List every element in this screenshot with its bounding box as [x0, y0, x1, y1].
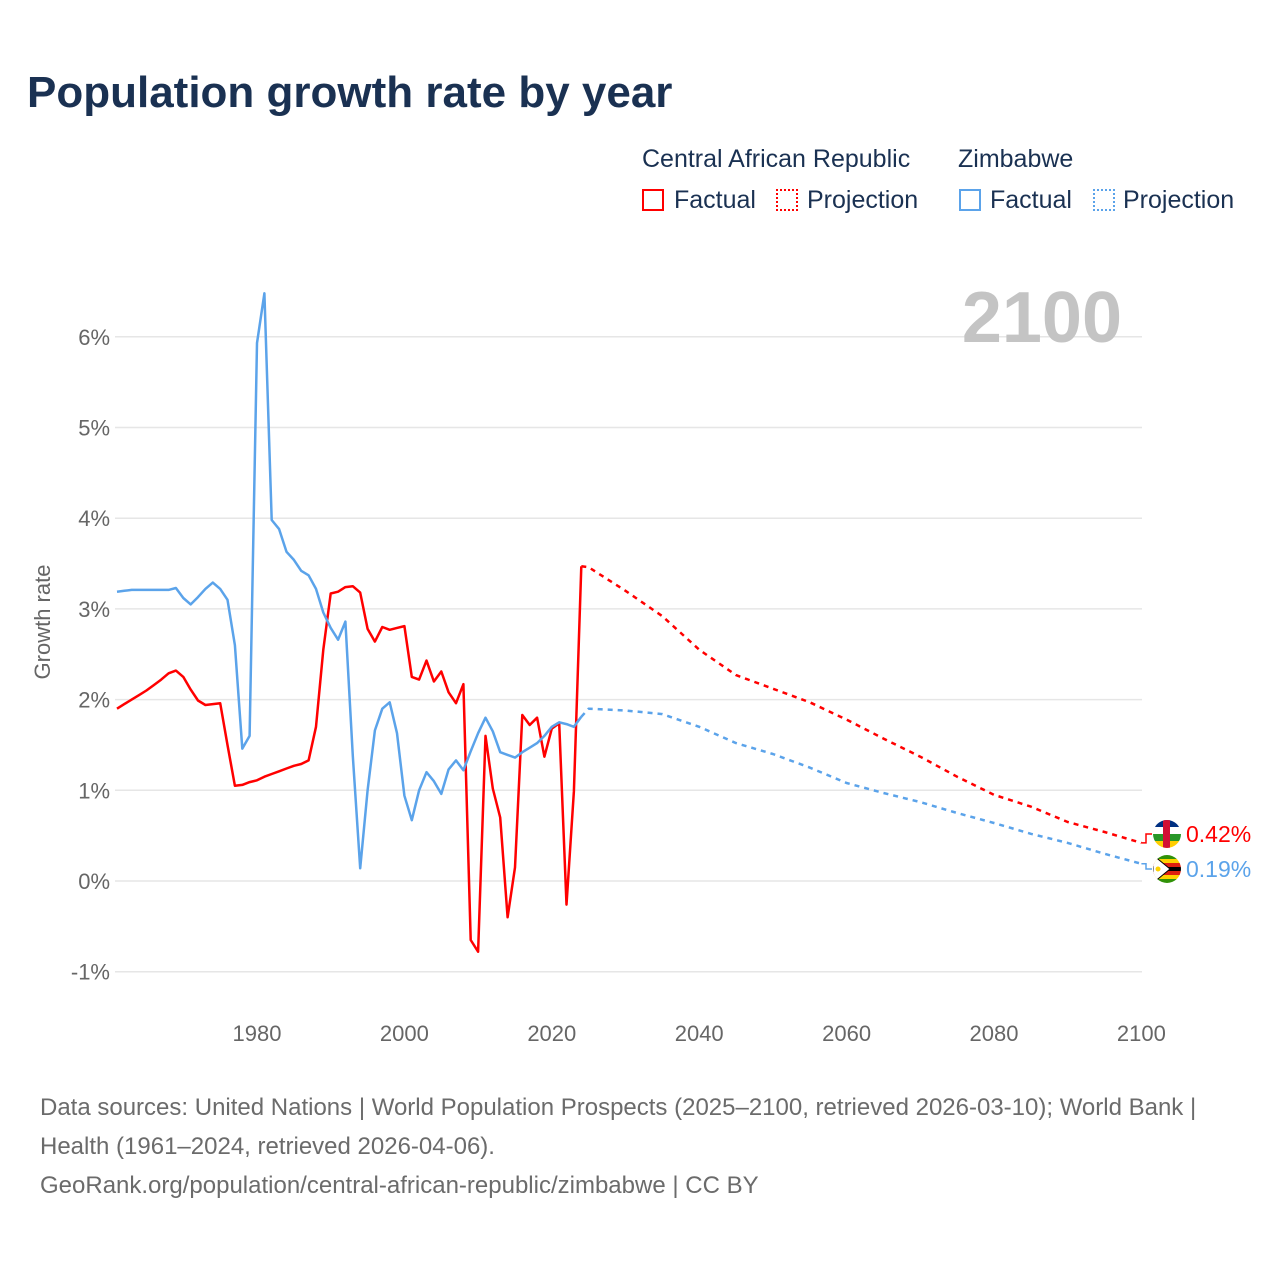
- series-line-zimbabwe-projection: [580, 707, 1142, 866]
- x-tick-label: 2020: [527, 1021, 576, 1046]
- legend-car-projection[interactable]: Projection: [807, 186, 919, 214]
- x-tick-label: 1980: [233, 1021, 282, 1046]
- x-tick-label: 2060: [822, 1021, 871, 1046]
- legend-swatch-car-projection: [776, 189, 798, 211]
- flag-stripe: [1153, 879, 1181, 883]
- year-label: 2100: [962, 278, 1122, 358]
- legend-car-factual[interactable]: Factual: [674, 186, 756, 214]
- y-tick-label: 5%: [78, 416, 110, 441]
- legend-swatch-zw-projection: [1093, 189, 1115, 211]
- y-tick-label: 6%: [78, 325, 110, 350]
- series-line-car-projection: [581, 565, 1142, 845]
- label-connector: [1141, 863, 1152, 870]
- y-tick-label: 3%: [78, 597, 110, 622]
- label-connector: [1141, 833, 1152, 844]
- end-label-car: 0.42%: [1186, 821, 1251, 847]
- y-tick-label: -1%: [71, 960, 110, 985]
- data-sources: Data sources: United Nations | World Pop…: [40, 1094, 1197, 1160]
- end-label-zimbabwe: 0.19%: [1186, 856, 1251, 882]
- y-tick-label: 2%: [78, 688, 110, 713]
- flag-stripes: [1153, 855, 1181, 883]
- series-line-car-factual: [116, 566, 583, 953]
- footer: Data sources: United Nations | World Pop…: [40, 1088, 1240, 1205]
- y-tick-label: 0%: [78, 869, 110, 894]
- flag-stripe: [1153, 863, 1181, 868]
- flag-car-icon: [1153, 820, 1181, 848]
- legend-zw-factual[interactable]: Factual: [990, 186, 1072, 214]
- x-tick-label: 2040: [675, 1021, 724, 1046]
- legend-group-car: Central African Republic: [642, 145, 911, 173]
- x-tick-label: 2080: [970, 1021, 1019, 1046]
- y-tick-label: 4%: [78, 506, 110, 531]
- flag-stripe: [1153, 875, 1181, 880]
- flag-stripe: [1153, 871, 1181, 876]
- flag-stripe: [1153, 859, 1181, 864]
- flag-stripe: [1163, 820, 1170, 848]
- y-axis-label: Growth rate: [30, 565, 55, 680]
- legend-swatch-zw-factual: [959, 189, 981, 211]
- x-tick-label: 2000: [380, 1021, 429, 1046]
- flag-stripes: [1153, 820, 1181, 848]
- legend-swatch-car-factual: [642, 189, 664, 211]
- source-link[interactable]: GeoRank.org/population/central-african-r…: [40, 1172, 759, 1199]
- x-tick-label: 2100: [1117, 1021, 1166, 1046]
- series-line-zimbabwe-factual: [116, 292, 583, 870]
- flag-bird: [1155, 866, 1161, 872]
- flag-triangle: [1153, 855, 1171, 883]
- flag-zimbabwe-icon: [1153, 855, 1181, 883]
- flag-stripe: [1153, 855, 1181, 860]
- legend-zw-projection[interactable]: Projection: [1123, 186, 1235, 214]
- legend-group-zimbabwe: Zimbabwe: [958, 145, 1074, 173]
- chart-title: Population growth rate by year: [27, 68, 673, 117]
- y-tick-label: 1%: [78, 778, 110, 803]
